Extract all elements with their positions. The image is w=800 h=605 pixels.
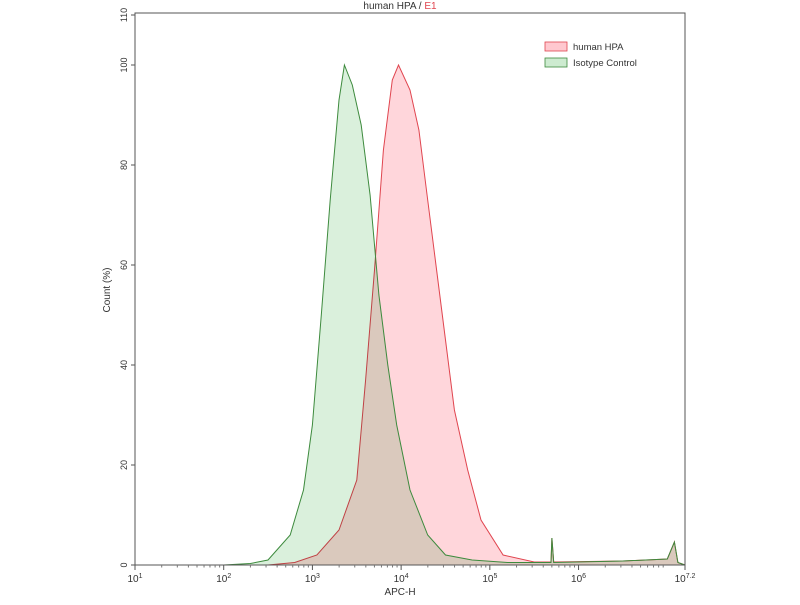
series-areas: [223, 63, 686, 566]
x-tick-label: 103: [305, 573, 320, 585]
y-axis-label: Count (%): [102, 267, 113, 312]
legend-swatch: [544, 57, 568, 68]
x-tick-label: 102: [216, 573, 231, 585]
x-tick-label: 107.2: [675, 573, 696, 585]
legend-label: human HPA: [573, 42, 624, 53]
x-tick-label: 105: [482, 573, 497, 585]
y-tick-label: 40: [119, 360, 129, 370]
chart-title: human HPA / E1: [363, 1, 437, 12]
plot-frame: [134, 12, 686, 566]
y-tick-label: 0: [119, 562, 129, 567]
y-tick-label: 80: [119, 160, 129, 170]
legend-swatch: [544, 41, 568, 52]
y-tick-label: 60: [119, 260, 129, 270]
legend-label: Isotype Control: [573, 58, 637, 69]
x-tick-label: 104: [394, 573, 409, 585]
series-line-1: [223, 63, 686, 566]
chart-title-suffix: E1: [424, 1, 437, 12]
y-tick-label: 100: [119, 57, 129, 72]
series-fill-1: [223, 65, 685, 565]
y-tick-label: 20: [119, 460, 129, 470]
y-tick-label: 110: [119, 8, 129, 22]
axes: 101 102 103 104 105 106 107.2 0 20 40 60 80 100 110: [119, 8, 696, 585]
x-tick-label: 101: [127, 573, 142, 585]
legend: human HPA Isotype Control: [544, 41, 637, 69]
x-axis-label: APC-H: [384, 587, 415, 598]
x-tick-label: 106: [571, 573, 586, 585]
